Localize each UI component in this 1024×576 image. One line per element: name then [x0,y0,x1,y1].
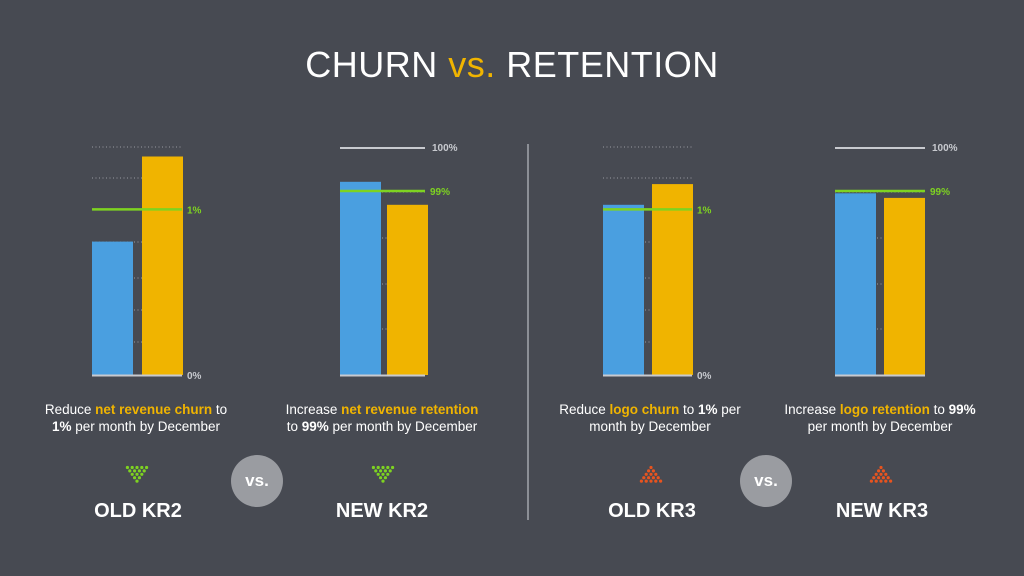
icon-dot [391,465,395,470]
target-label: 99% [430,187,450,198]
icon-dot [877,469,881,473]
icon-dot [639,479,643,483]
kr-label-old-kr3: OLD KR3 [608,500,696,522]
caption-old-kr2: Reduce net revenue churn to 1% per month… [44,402,228,434]
icon-dot [381,479,385,483]
icon-dot [137,476,141,480]
orange-triangle-icon [869,465,893,483]
bar-yellow [142,156,183,375]
icon-dot [879,472,883,476]
icon-dot [879,479,883,483]
icon-dot [649,472,653,476]
icon-dot [128,469,132,473]
bar-yellow [652,184,693,375]
bar-blue [92,241,133,375]
icon-dot [381,465,385,470]
icon-dot [644,472,648,476]
icon-dot [379,476,383,480]
icon-dot [379,469,383,473]
icon-dot [388,469,392,473]
icon-dot [651,476,655,480]
bar-yellow [387,204,428,375]
icon-dot [649,479,653,483]
baseline-label-0: 0% [187,371,202,382]
icon-dot [383,469,387,473]
icon-dot [376,472,380,476]
icon-dot [371,465,375,470]
icon-dot [654,479,658,483]
icon-dot [383,476,387,480]
icon-dot [386,465,390,470]
icon-dot [140,472,144,476]
bar-blue [603,204,644,375]
icon-dot [135,479,139,483]
top-label-100: 100% [432,143,458,154]
icon-dot [886,476,890,480]
panel-divider [527,144,529,520]
icon-dot [872,476,876,480]
icon-dot [874,472,878,476]
kr-label-old-kr2: OLD KR2 [94,500,182,522]
icon-dot [376,465,380,470]
icon-dot [145,465,149,470]
icon-dot [135,472,139,476]
icon-dot [654,472,658,476]
icon-dot [889,479,893,483]
icon-dot [130,472,134,476]
icon-dot [884,479,888,483]
bar-yellow [884,197,925,375]
target-label: 1% [187,205,202,216]
icon-dot [881,476,885,480]
green-triangle-icon [371,465,395,483]
icon-dot [656,476,660,480]
icon-dot [374,469,378,473]
icon-dot [881,469,885,473]
page-title: CHURN vs. RETENTION [305,44,719,85]
icon-dot [381,472,385,476]
icon-dot [649,465,653,470]
icon-dot [642,476,646,480]
icon-dot [884,472,888,476]
baseline-label-0: 0% [697,371,712,382]
icon-dot [651,469,655,473]
icon-dot [133,469,137,473]
caption-old-kr3: Reduce logo churn to 1% per month by Dec… [559,402,741,434]
title-vs: vs. [448,44,496,85]
icon-dot [879,465,883,470]
icon-dot [877,476,881,480]
caption-new-kr3: Increase logo retention to 99% per month… [784,402,976,434]
icon-dot [386,472,390,476]
icon-dot [647,469,651,473]
icon-dot [644,479,648,483]
icon-dot [137,469,141,473]
green-triangle-icon [125,465,149,483]
icon-dot [135,465,139,470]
icon-dot [130,465,134,470]
vs-badge-kr2: vs. [231,455,283,507]
icon-dot [869,479,873,483]
kr-label-new-kr2: NEW KR2 [335,500,429,522]
top-label-100: 100% [932,143,958,154]
target-label: 1% [697,205,712,216]
icon-dot [647,476,651,480]
orange-triangle-icon [639,465,663,483]
icon-dot [659,479,663,483]
icon-dot [874,479,878,483]
icon-dot [142,469,146,473]
caption-new-kr2: Increase net revenue retention to 99% pe… [285,402,479,434]
bar-blue [340,181,381,375]
kr-label-new-kr3: NEW KR3 [835,500,929,522]
icon-dot [125,465,129,470]
icon-dot [140,465,144,470]
target-label: 99% [930,187,950,198]
bar-blue [835,193,876,375]
vs-badge-kr3: vs. [740,455,792,507]
icon-dot [133,476,137,480]
